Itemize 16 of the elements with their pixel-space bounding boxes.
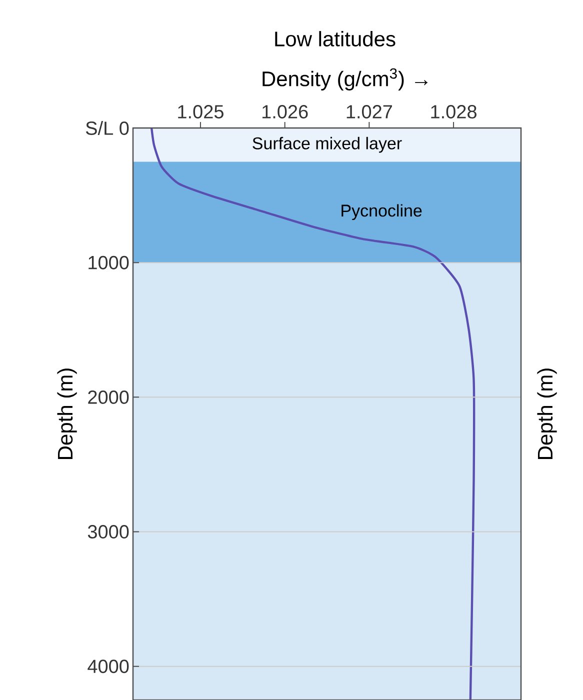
chart-title: Low latitudes (275, 31, 396, 46)
band-label: Surface mixed layer (252, 136, 402, 153)
y-tick-label: 4000 (88, 660, 129, 674)
x-tick-label: 1.025 (178, 105, 224, 118)
y-tick-label: 1000 (88, 256, 129, 270)
x-tick-label: 1.027 (346, 105, 392, 118)
y-axis-title: Depth (m) (57, 368, 77, 459)
x-tick-label: 1.026 (262, 105, 308, 118)
y-tick-label: S/L 0 (86, 121, 129, 135)
x-axis-title: Density (g/cm$^{3}$) → (262, 68, 428, 90)
line-series (150, 128, 476, 700)
text: Depth (m) (537, 368, 557, 459)
x-tick-label: 1.028 (431, 105, 476, 118)
band-label: Pycnocline (342, 204, 422, 220)
y-tick-label: 3000 (88, 525, 129, 538)
y-tick-label: 2000 (88, 390, 129, 404)
